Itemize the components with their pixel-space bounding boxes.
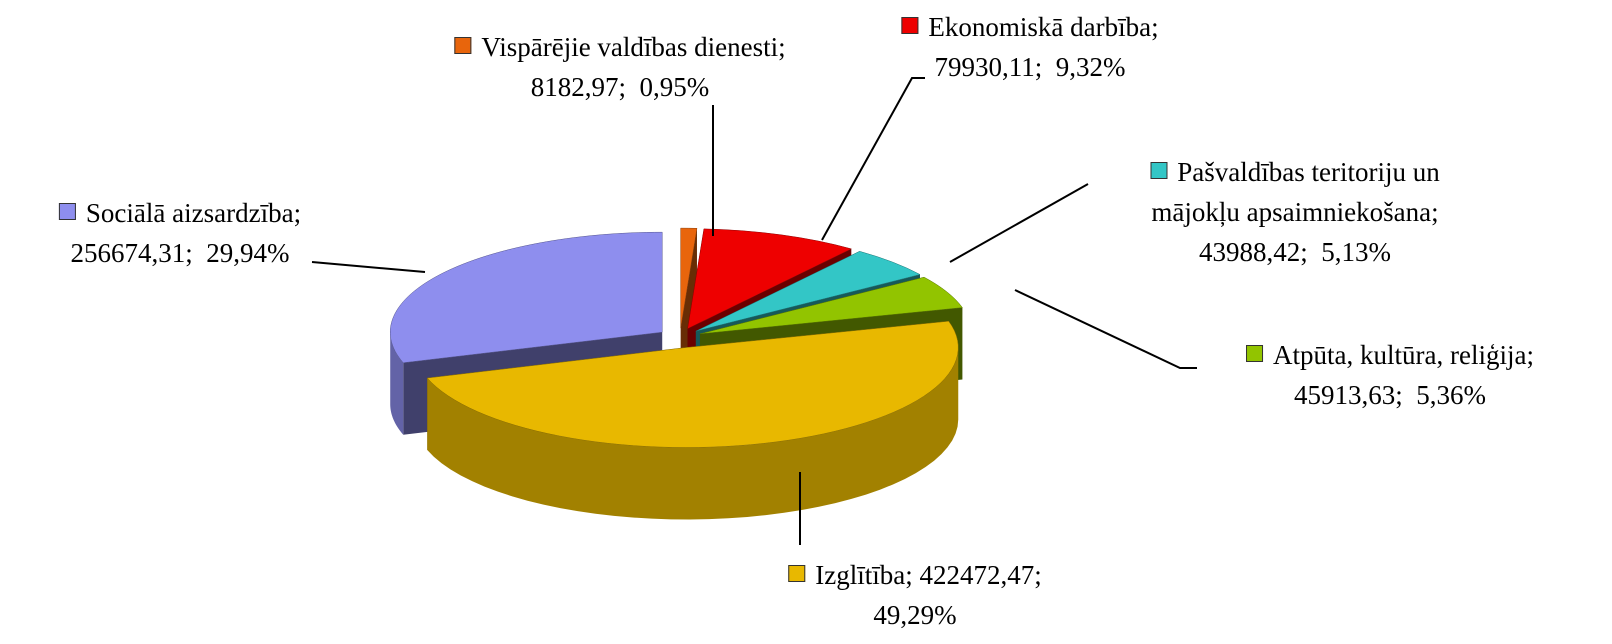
category-label: Pašvaldības teritoriju un mājokļu apsaim… [1151, 157, 1440, 227]
legend-key [788, 565, 806, 582]
category-label: Atpūta, kultūra, reliģija [1273, 340, 1527, 370]
category-label: Vispārējie valdības dienesti [481, 32, 779, 62]
leader-line [1014, 289, 1197, 369]
value-label: 43988,42 [1198, 237, 1301, 267]
percent-label: 5,36% [1416, 380, 1487, 410]
separator: ; [1300, 237, 1308, 267]
separator: ; [1034, 52, 1043, 82]
separator: ; [1526, 340, 1534, 370]
category-label: Sociālā aizsardzība [85, 198, 294, 228]
separator: ; [618, 72, 626, 102]
leader-line [821, 77, 925, 241]
separator: ; [1431, 197, 1439, 227]
legend-key [454, 37, 472, 54]
data-label: Izglītība; 422472,47; 49,29% [788, 555, 1042, 635]
separator: ; [293, 198, 302, 228]
category-label: Ekonomiskā darbība [928, 12, 1152, 42]
separator: ; [185, 238, 193, 268]
separator: ; [905, 560, 913, 590]
value-label: 45913,63 [1293, 380, 1396, 410]
legend-key [58, 203, 76, 220]
value-label: 79930,11 [934, 52, 1035, 82]
value-label: 422472,47 [919, 560, 1035, 590]
percent-label: 5,13% [1321, 237, 1391, 267]
data-label: Sociālā aizsardzība; 256674,31; 29,94% [58, 193, 302, 273]
legend-key [901, 17, 919, 34]
slice-top [695, 251, 921, 332]
slice-top [426, 320, 959, 448]
slice-top [699, 276, 963, 335]
percent-label: 29,94% [206, 238, 290, 268]
slice-top [389, 231, 663, 364]
slice-wall [427, 347, 959, 520]
percent-label: 9,32% [1055, 52, 1126, 82]
data-label: Vispārējie valdības dienesti; 8182,97; 0,… [454, 27, 786, 107]
percent-label: 49,29% [873, 600, 957, 630]
leader-line [949, 183, 1089, 263]
legend-key [1246, 345, 1264, 362]
percent-label: 0,95% [639, 72, 710, 102]
separator: ; [1395, 380, 1403, 410]
data-label: Atpūta, kultūra, reliģija; 45913,63; 5,36… [1246, 335, 1534, 415]
category-label: Izglītība [815, 560, 906, 590]
slice-wall [390, 332, 404, 435]
value-label: 256674,31 [70, 238, 186, 268]
data-label: Ekonomiskā darbība; 79930,11; 9,32% [901, 7, 1159, 87]
leader-line [311, 261, 426, 273]
separator: ; [1034, 560, 1042, 590]
separator: ; [778, 32, 786, 62]
slice-top [680, 227, 698, 329]
separator: ; [1151, 12, 1159, 42]
data-label: Pašvaldības teritoriju un mājokļu apsaim… [1123, 152, 1468, 272]
value-label: 8182,97 [530, 72, 619, 102]
slice [426, 320, 959, 520]
legend-key [1150, 162, 1168, 179]
